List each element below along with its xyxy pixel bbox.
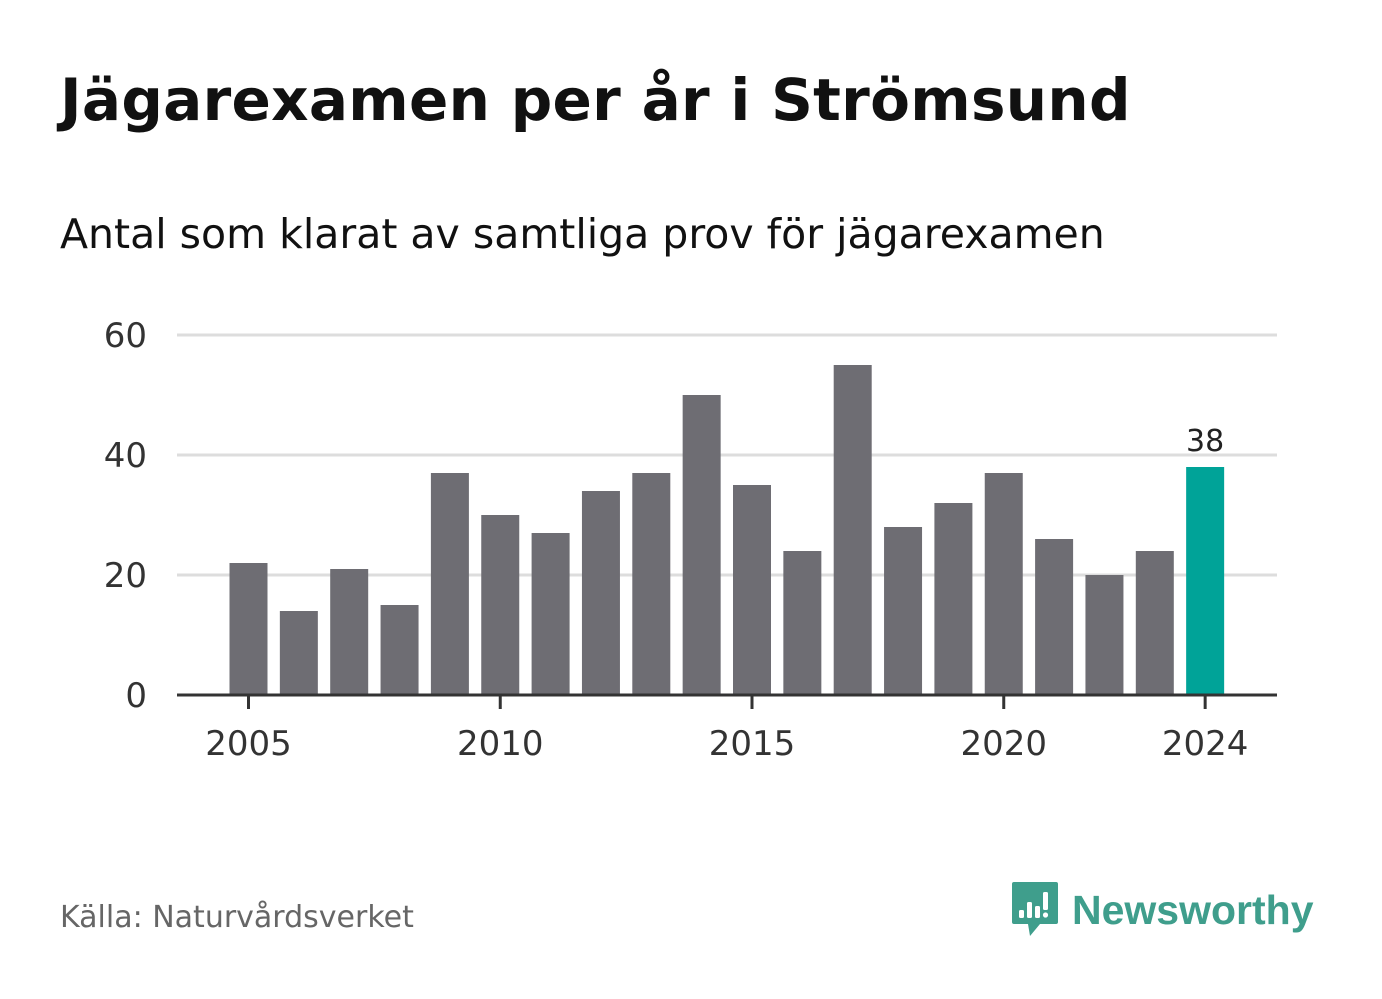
- bar-2017: [833, 365, 872, 695]
- bar-2022: [1085, 575, 1124, 695]
- y-tick-label: 40: [104, 436, 147, 476]
- x-tick-label: 2015: [709, 724, 796, 764]
- bar-2011: [531, 533, 570, 695]
- chart-title: Jägarexamen per år i Strömsund: [60, 66, 1131, 134]
- bar-2024: [1186, 467, 1225, 695]
- bar-2009: [430, 473, 469, 695]
- x-tick-label: 2024: [1162, 724, 1249, 764]
- data-label: 38: [1186, 424, 1224, 459]
- source-note: Källa: Naturvårdsverket: [60, 900, 414, 935]
- bar-2007: [330, 569, 369, 695]
- brand-logo: Newsworthy: [1010, 880, 1314, 940]
- chart-subtitle: Antal som klarat av samtliga prov för jä…: [60, 210, 1105, 258]
- bars: [229, 365, 1225, 695]
- bar-2008: [380, 605, 419, 695]
- bar-2010: [481, 515, 520, 695]
- x-tick-label: 2020: [960, 724, 1047, 764]
- bar-2006: [279, 611, 318, 695]
- y-tick-label: 20: [104, 556, 147, 596]
- x-tick-label: 2005: [205, 724, 292, 764]
- bar-2005: [229, 563, 268, 695]
- y-tick-label: 0: [125, 676, 147, 716]
- bar-2016: [783, 551, 822, 695]
- bar-2023: [1135, 551, 1174, 695]
- labels: 0 20 40 60 2005 2010 2015 2020 2024 38: [104, 316, 1249, 764]
- bar-2018: [884, 527, 923, 695]
- bar-2019: [934, 503, 973, 695]
- bar-2013: [632, 473, 671, 695]
- bar-2021: [1035, 539, 1074, 695]
- bar-2012: [581, 491, 620, 695]
- bar-2014: [682, 395, 721, 695]
- bar-2020: [984, 473, 1023, 695]
- brand-name: Newsworthy: [1072, 886, 1314, 933]
- bar-2015: [733, 485, 771, 695]
- x-tick-label: 2010: [457, 724, 544, 764]
- axes: [177, 693, 1277, 709]
- gridlines: [177, 333, 1277, 577]
- bar-chart-speech-bubble-icon: [1012, 882, 1058, 936]
- y-tick-label: 60: [104, 316, 147, 356]
